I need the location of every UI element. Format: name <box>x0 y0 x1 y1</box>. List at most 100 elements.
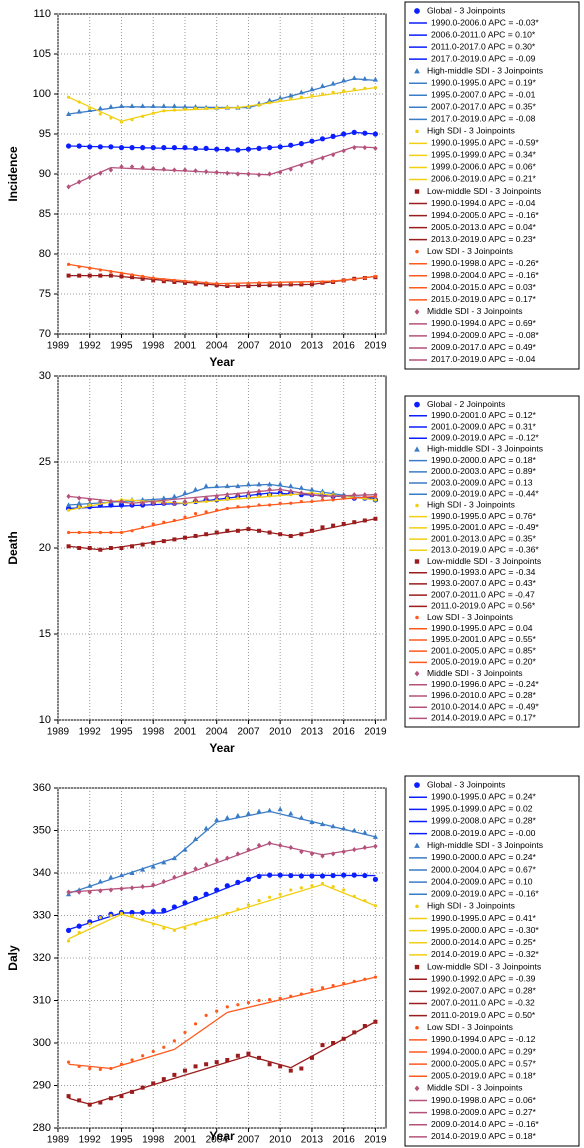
point <box>268 895 272 899</box>
legend-label: High-middle SDI - 3 Joinpoints <box>427 65 543 75</box>
point <box>268 503 272 507</box>
legend-box <box>404 775 580 1147</box>
point <box>118 872 125 878</box>
legend-label: 2013.0-2019.0 APC = -0.36* <box>431 545 539 555</box>
point <box>224 483 230 489</box>
point <box>320 986 325 990</box>
point <box>98 530 102 535</box>
fit-segment <box>322 883 376 907</box>
legend-label: 1995.0-1999.0 APC = 0.34* <box>431 150 537 160</box>
point <box>172 280 177 284</box>
point <box>193 168 198 174</box>
point <box>256 172 262 178</box>
point <box>267 840 272 846</box>
point <box>257 494 261 498</box>
point <box>319 83 326 88</box>
point <box>267 283 272 288</box>
point <box>257 1055 262 1060</box>
legend-label: 2017.0-2019.0 APC = -0.04 <box>431 354 536 364</box>
point <box>299 1066 304 1071</box>
x-tick-label: 1998 <box>142 1135 165 1146</box>
point <box>225 106 229 110</box>
legend-label: Middle SDI - 3 Joinpoints <box>427 668 523 678</box>
x-tick-label: 2016 <box>333 341 356 352</box>
point <box>319 873 326 879</box>
y-axis-label: Incidence <box>6 146 20 202</box>
point <box>215 916 219 920</box>
point <box>268 998 272 1002</box>
legend-label: 2013.0-2019.0 APC = 0.23* <box>431 234 537 244</box>
point <box>192 486 199 492</box>
point <box>87 546 92 550</box>
point <box>373 274 378 278</box>
point <box>214 483 220 489</box>
legend-label: 2006.0-2019.0 APC = 0.21* <box>431 174 537 184</box>
fit-segment <box>153 842 270 887</box>
point <box>193 106 198 110</box>
point <box>130 913 134 918</box>
point <box>98 273 103 278</box>
y-tick-label: 330 <box>33 909 51 921</box>
point <box>373 516 378 521</box>
point <box>151 882 156 888</box>
point <box>362 492 368 498</box>
point <box>98 888 103 894</box>
point <box>288 488 293 494</box>
point <box>288 142 294 148</box>
legend-label: 2011.0-2019.0 APC = 0.56* <box>431 601 536 611</box>
point <box>352 847 357 853</box>
point <box>288 282 293 287</box>
point <box>351 827 357 833</box>
point <box>309 486 315 492</box>
point <box>130 1058 134 1062</box>
point <box>320 280 325 284</box>
point <box>246 490 251 496</box>
y-tick-label: 110 <box>33 8 51 20</box>
point <box>330 493 336 499</box>
point <box>66 1060 71 1064</box>
point <box>87 273 92 278</box>
point <box>66 273 71 278</box>
point <box>341 521 346 526</box>
point <box>331 984 335 988</box>
point <box>140 866 146 872</box>
point <box>161 103 167 108</box>
point <box>299 849 304 855</box>
point <box>267 97 273 103</box>
y-tick-label: 280 <box>33 1122 51 1134</box>
x-tick-label: 2010 <box>269 727 292 738</box>
point <box>151 500 156 506</box>
point <box>109 270 113 274</box>
point <box>225 528 230 533</box>
legend-label: 2004.0-2009.0 APC = 0.10 <box>431 876 533 886</box>
y-tick-label: 15 <box>39 628 51 640</box>
legend-label: 1990.0-1995.0 APC = 0.04 <box>431 623 533 633</box>
point <box>140 542 145 547</box>
point <box>151 540 156 545</box>
point <box>277 842 283 848</box>
point <box>140 500 145 506</box>
point <box>257 998 261 1003</box>
point <box>278 493 282 497</box>
fit-segment <box>68 96 122 122</box>
x-tick-label: 1995 <box>110 341 133 352</box>
point <box>88 922 92 926</box>
point <box>373 498 378 502</box>
legend-label: 1990.0-1998.0 APC = -0.26* <box>431 258 539 268</box>
point <box>88 503 92 507</box>
point <box>330 851 336 857</box>
point <box>320 1043 325 1048</box>
point <box>118 103 125 108</box>
point <box>214 146 220 152</box>
point <box>246 527 251 532</box>
point <box>224 146 230 152</box>
point <box>352 492 357 498</box>
legend-label: 1998.0-2004.0 APC = -0.16* <box>431 270 539 280</box>
point <box>257 899 261 903</box>
x-tick-label: 1995 <box>110 727 133 738</box>
point <box>77 530 81 535</box>
legend-marker <box>414 782 420 788</box>
point <box>362 76 368 81</box>
legend-label: Global - 2 Joinpoints <box>427 399 505 409</box>
